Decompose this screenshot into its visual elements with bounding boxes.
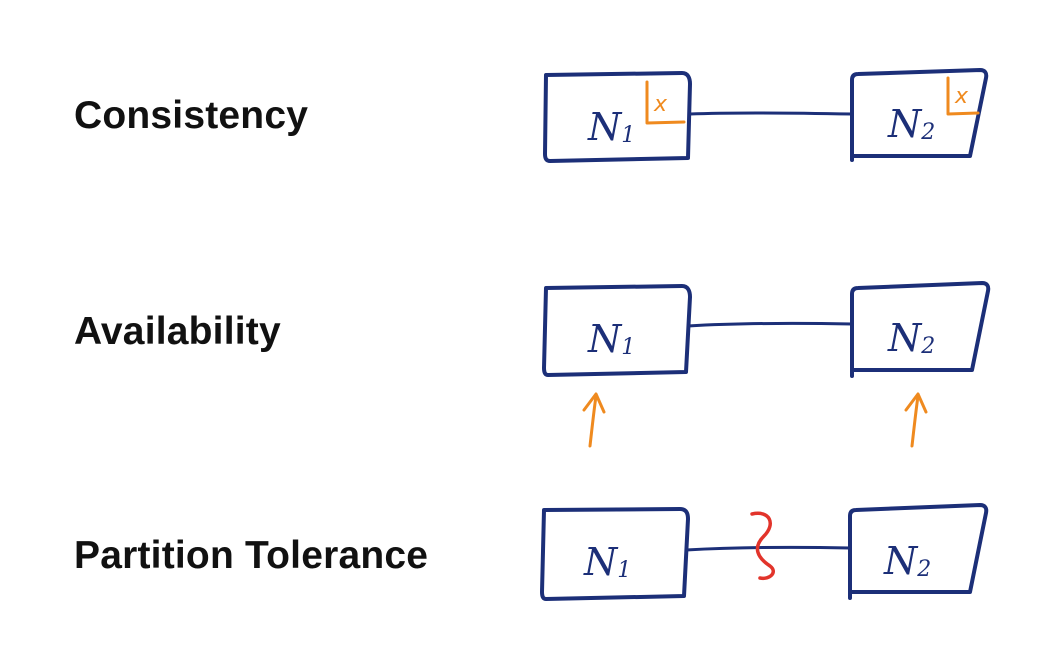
availability-row: N1 N2 <box>544 283 988 446</box>
partition-break-icon <box>752 513 773 578</box>
node-n1-label: N1 <box>583 540 631 584</box>
consistency-row: N1 x N2 x <box>545 70 986 161</box>
data-value-x: x <box>954 84 969 109</box>
node-n1-label: N1 <box>587 105 635 149</box>
network-link <box>688 323 852 326</box>
request-arrow-n2-icon <box>906 394 926 446</box>
node-n2-label: N2 <box>883 539 931 583</box>
data-value-x: x <box>653 92 668 117</box>
node-n2-label: N2 <box>887 102 935 146</box>
node-n2-label: N2 <box>887 316 935 360</box>
request-arrow-n1-icon <box>584 394 604 446</box>
network-link <box>690 113 852 114</box>
partition-row: N1 N2 <box>542 505 986 599</box>
node-n2-box <box>850 505 986 598</box>
node-n1-label: N1 <box>587 317 635 361</box>
network-link <box>686 547 850 550</box>
